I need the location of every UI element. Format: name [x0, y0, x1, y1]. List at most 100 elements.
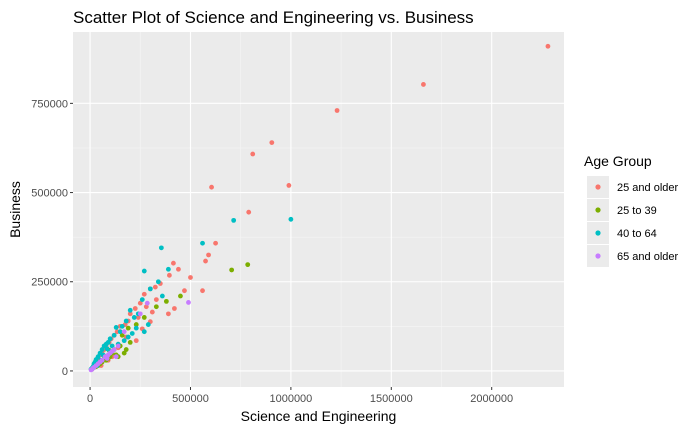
data-points: [88, 43, 551, 373]
data-point: [111, 332, 117, 338]
data-point: [141, 329, 147, 335]
data-point: [152, 284, 158, 290]
data-point: [178, 293, 183, 299]
legend-label: 25 to 39: [617, 205, 657, 217]
data-point: [137, 300, 143, 306]
data-point: [141, 315, 147, 320]
data-point: [176, 266, 181, 272]
data-point: [133, 325, 139, 331]
legend-marker: [595, 230, 601, 236]
legend-label: 65 and older: [617, 251, 678, 263]
x-tick-label: 1000000: [269, 393, 312, 405]
legend-marker: [595, 207, 601, 213]
data-point: [115, 343, 121, 349]
data-point: [245, 262, 251, 268]
data-point: [127, 307, 133, 313]
data-point: [144, 300, 150, 306]
data-point: [286, 183, 292, 188]
data-point: [153, 304, 159, 310]
data-point: [119, 323, 125, 329]
data-point: [88, 367, 94, 373]
data-point: [125, 334, 131, 340]
data-point: [123, 347, 129, 352]
data-point: [200, 288, 205, 294]
data-point: [163, 298, 169, 304]
y-tick-label: 250000: [31, 277, 68, 289]
data-point: [171, 260, 176, 266]
data-point: [132, 306, 138, 311]
data-point: [141, 291, 147, 297]
chart-title: Scatter Plot of Science and Engineering …: [73, 8, 474, 27]
legend: Age Group 25 and older 25 to 39 40 to 64 65…: [584, 153, 678, 267]
data-point: [246, 209, 252, 215]
y-axis-title: Business: [7, 181, 23, 238]
data-point: [141, 268, 147, 274]
data-point: [172, 306, 177, 311]
legend-label: 25 and older: [617, 182, 678, 194]
data-point: [121, 338, 127, 344]
data-point: [131, 315, 137, 320]
data-point: [99, 347, 105, 352]
data-point: [121, 350, 127, 356]
legend-label: 40 to 64: [617, 228, 657, 240]
legend-title: Age Group: [584, 153, 652, 169]
axes: 0 500000 1000000 1500000 2000000 0 250000 50000…: [31, 98, 513, 405]
data-point: [137, 311, 143, 317]
data-point: [104, 356, 110, 361]
data-point: [153, 297, 159, 302]
data-point: [421, 82, 426, 87]
data-point: [123, 318, 129, 324]
y-tick-label: 750000: [31, 98, 68, 110]
x-tick-label: 1500000: [370, 393, 413, 405]
data-point: [129, 331, 135, 336]
data-point: [231, 217, 237, 223]
data-point: [188, 275, 193, 280]
data-point: [288, 216, 294, 222]
data-point: [149, 309, 155, 315]
data-point: [182, 288, 187, 294]
data-point: [113, 354, 119, 360]
x-axis-title: Science and Engineering: [241, 408, 397, 424]
data-point: [109, 343, 115, 349]
data-point: [158, 245, 164, 251]
x-tick-label: 0: [87, 393, 93, 405]
data-point: [203, 258, 208, 264]
data-point: [139, 297, 145, 302]
data-point: [119, 332, 125, 338]
data-point: [159, 293, 165, 299]
data-point: [165, 266, 171, 272]
data-point: [107, 336, 113, 342]
data-point: [229, 267, 235, 273]
data-point: [127, 340, 133, 345]
data-point: [121, 329, 127, 335]
data-point: [186, 300, 191, 305]
data-point: [269, 140, 275, 146]
data-point: [127, 311, 133, 317]
data-point: [334, 108, 340, 113]
data-point: [155, 279, 161, 285]
data-point: [101, 343, 107, 349]
data-point: [545, 43, 551, 49]
y-tick-label: 0: [62, 366, 68, 378]
data-point: [250, 151, 256, 157]
data-point: [147, 286, 153, 292]
x-tick-label: 2000000: [470, 393, 513, 405]
legend-marker: [595, 253, 601, 259]
gridlines: [73, 32, 564, 387]
data-point: [133, 338, 139, 344]
data-point: [209, 184, 214, 190]
data-point: [213, 240, 218, 246]
data-point: [133, 322, 139, 327]
plot-panel: [73, 32, 564, 387]
data-point: [145, 322, 151, 327]
data-point: [117, 329, 123, 335]
data-point: [200, 240, 205, 246]
data-point: [166, 272, 172, 278]
data-point: [206, 252, 211, 258]
data-point: [113, 325, 119, 330]
y-tick-label: 500000: [31, 188, 68, 200]
legend-marker: [595, 184, 601, 190]
data-point: [125, 325, 131, 331]
data-point: [135, 315, 141, 320]
